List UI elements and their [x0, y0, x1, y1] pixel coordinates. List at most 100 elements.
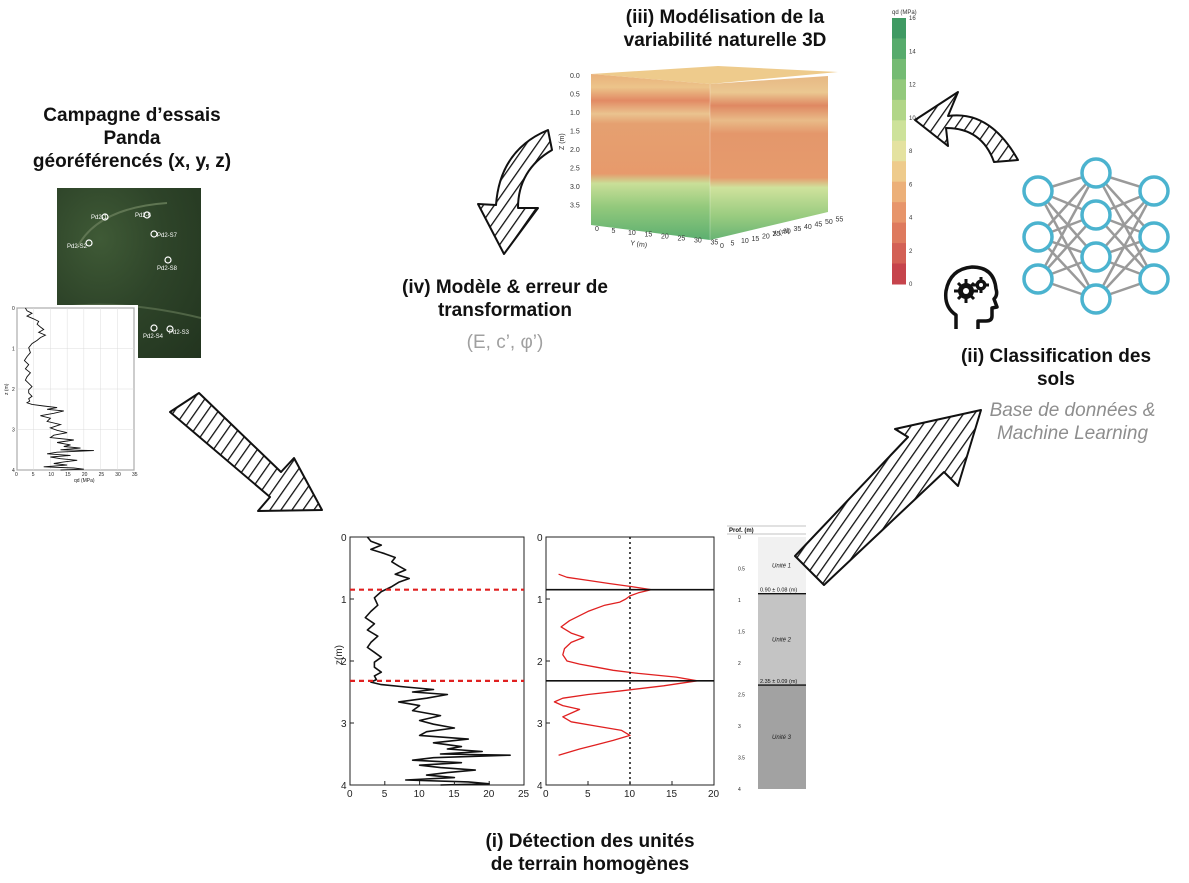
detection-profile-chart: 0 5 10 15 20 25 0 1 2 3 4 z(m): [334, 533, 530, 800]
x-tick-label: 25: [518, 789, 530, 800]
x-tick-label: 50: [825, 219, 833, 226]
unit-blocks: Unité 1 Unité 2 Unité 3 0.90 ± 0.08 (m) 2.35…: [758, 537, 806, 789]
nn-connections: [1036, 171, 1156, 301]
colorbar-cells: [892, 18, 906, 285]
colorbar-tick-label: 10: [909, 116, 916, 122]
x-tick-label: 5: [585, 789, 591, 800]
z-axis-label: Z (m): [559, 133, 566, 150]
x-axis-ticks: 0 5 10 15 20 25 30 35 40 45 50 55: [720, 217, 843, 250]
detection-title-line-2: de terrain homogènes: [490, 854, 690, 875]
y-tick-label: 20: [661, 234, 669, 241]
units-header: Prof. (m): [729, 528, 754, 534]
y-ticks: 0 1 2 3 4: [537, 533, 550, 792]
model-error-title-line-2: transformation: [437, 300, 573, 321]
nn-node: [1138, 221, 1170, 253]
colorbar-cell: [892, 38, 906, 60]
map-label: Pd2-1: [91, 215, 108, 221]
map-point: [150, 230, 158, 238]
unit-boundaries: [546, 588, 714, 682]
nn-node: [1022, 175, 1054, 207]
unit-label: Unité 1: [772, 563, 791, 569]
y-axis-label: Y (m): [630, 240, 648, 249]
x-tick-label: 55: [836, 217, 844, 224]
map-label: Pd2-6: [135, 213, 152, 219]
x-tick-label: 15: [448, 789, 460, 800]
depth-tick-label: 2.5: [738, 693, 745, 699]
head-outline: [943, 265, 999, 329]
y-tick-label: 4: [12, 468, 15, 474]
colorbar-cell: [892, 161, 906, 183]
depth-tick-label: 0: [738, 535, 741, 541]
y-tick-label: 10: [628, 230, 636, 237]
nn-connection: [1036, 190, 1098, 300]
x-tick-label: 10: [624, 789, 636, 800]
y-tick-label: 1: [537, 595, 543, 606]
x-tick-label: 30: [783, 229, 791, 236]
units-column: Prof. (m) Unité 1 Unité 2 Unité 3 0.90 ± 0.…: [727, 525, 806, 793]
nn-node: [1138, 175, 1170, 207]
map-label: Pd2-S8: [157, 266, 178, 272]
z-tick-label: 0.0: [570, 73, 580, 80]
x-tick-label: 5: [382, 789, 388, 800]
classification-title-line-2: sols: [1036, 369, 1076, 390]
x-tick-label: 45: [815, 221, 823, 228]
nn-node: [1138, 263, 1170, 295]
unit-label: Unité 3: [772, 735, 792, 741]
block-top-face: [591, 66, 838, 84]
classification-subtitle-line-2: Machine Learning: [996, 423, 1149, 444]
boundary-label: 0.90 ± 0.08 (m): [760, 588, 797, 594]
colorbar-tick-label: 6: [909, 182, 913, 188]
x-tick-label: 15: [752, 236, 760, 243]
z-tick-label: 2.5: [570, 166, 580, 173]
y-tick-label: 3: [12, 428, 15, 434]
y-tick-label: 30: [694, 237, 702, 244]
y-tick-label: 0: [341, 533, 347, 544]
colorbar-tick-label: 14: [909, 49, 916, 55]
x-tick-label: 25: [773, 231, 781, 238]
grid: [16, 307, 135, 471]
block-side-face: [710, 76, 828, 240]
arrow-to-model-error: [477, 129, 553, 255]
colorbar-cell: [892, 58, 906, 80]
colorbar-cell: [892, 99, 906, 121]
y-tick-label: 0: [537, 533, 543, 544]
y-tick-label: 3: [537, 719, 543, 730]
classification-title: (ii) Classification des sols: [925, 345, 1187, 391]
model3d-block: 0.00.51.01.52.02.53.03.5 Z (m) 0 5 10 15 20 2…: [559, 66, 843, 250]
x-axis-label: qd (MPa): [74, 478, 95, 484]
x-tick-label: 0: [15, 472, 18, 478]
brain-gears-icon: [943, 265, 999, 329]
y-tick-label: 2: [341, 657, 347, 668]
arrow-to-detection: [169, 392, 323, 512]
colorbar-tick-label: 4: [909, 216, 913, 222]
x-tick-label: 40: [804, 224, 812, 231]
map-label: Pd2-S3: [169, 330, 190, 336]
depth-tick-label: 3.5: [738, 756, 745, 762]
model-error-title-line-1: (iv) Modèle & erreur de: [402, 277, 608, 298]
map-point: [143, 211, 151, 219]
unit-boundaries: [350, 588, 524, 682]
depth-ticks: 0 0.5 1 1.5 2 2.5 3 3.5 4: [738, 535, 745, 793]
detection-title: (i) Détection des unités de terrain homo…: [440, 830, 740, 876]
campaign-title: Campagne d’essais Panda géoréférencés (x…: [8, 104, 256, 173]
boundary-label: 2.35 ± 0.09 (m): [760, 679, 797, 685]
x-tick-label: 5: [32, 472, 35, 478]
colorbar-tick-label: 8: [909, 149, 913, 155]
nn-node: [1080, 199, 1112, 231]
y-tick-label: 0: [12, 306, 15, 312]
colorbar-tick-label: 16: [909, 16, 916, 22]
map-point: [166, 325, 174, 333]
x-ticks: 0 5 10 15 20 25: [347, 781, 530, 800]
y-tick-label: 2: [12, 387, 15, 393]
x-tick-label: 35: [794, 226, 802, 233]
nn-node: [1022, 263, 1054, 295]
colorbar-cell: [892, 222, 906, 244]
x-tick-label: 35: [132, 472, 138, 478]
y-tick-label: 1: [12, 347, 15, 353]
nn-connection: [1094, 190, 1156, 300]
nn-connection: [1036, 172, 1098, 280]
y-tick-label: 0: [595, 226, 599, 233]
map-label: Pd2-S4: [143, 334, 164, 340]
x-tick-label: 30: [115, 472, 121, 478]
colorbar-cell: [892, 181, 906, 203]
